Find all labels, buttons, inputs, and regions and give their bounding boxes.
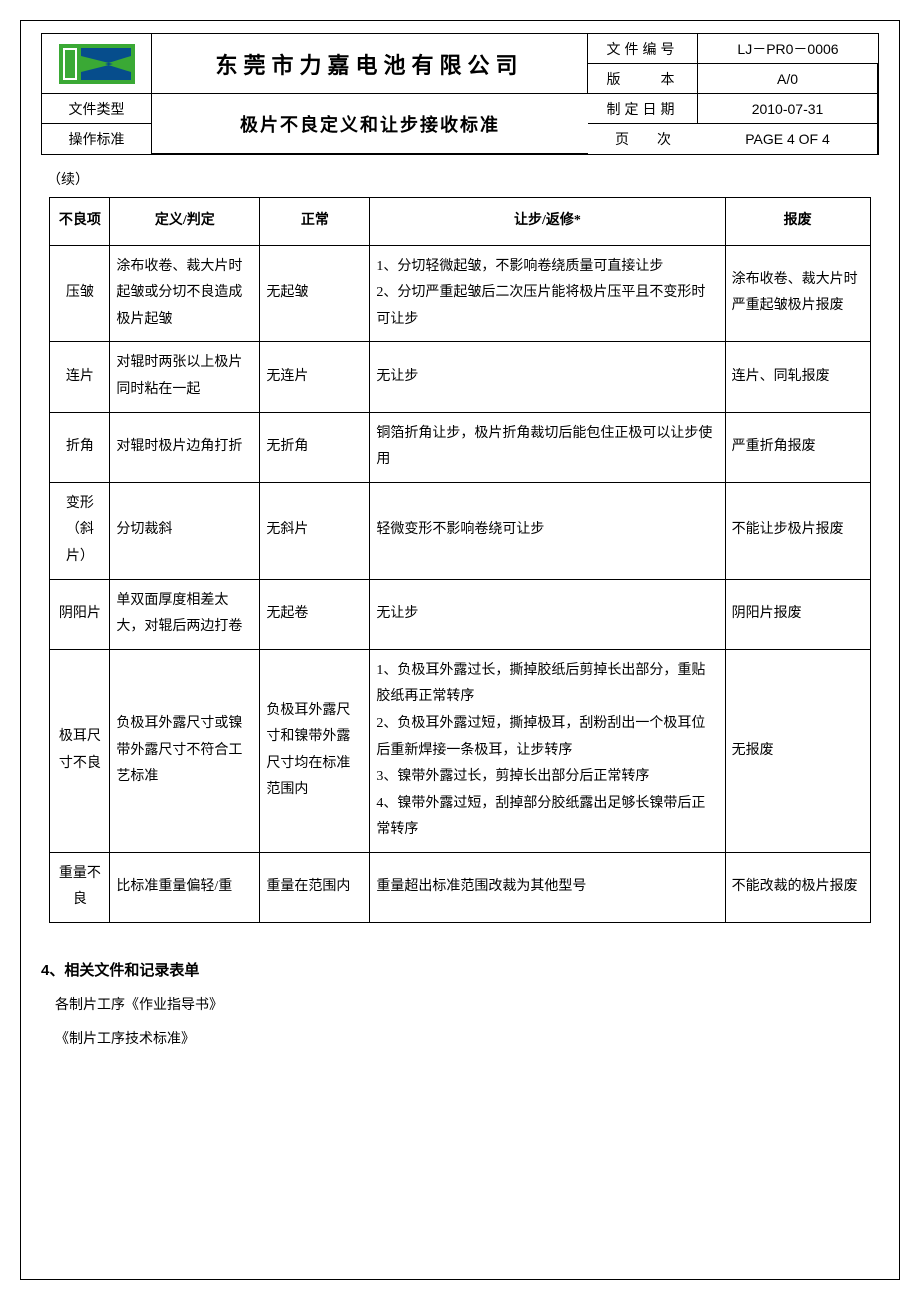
defect-table: 不良项 定义/判定 正常 让步/返修* 报废 压皱涂布收卷、裁大片时起皱或分切不… (49, 197, 870, 923)
doc-subtitle: 极片不良定义和让步接收标准 (152, 94, 588, 154)
cell-item: 阴阳片 (50, 579, 110, 649)
cell-normal: 无斜片 (260, 482, 370, 579)
doc-no-label: 文件编号 (588, 34, 698, 64)
cell-item: 变形 （斜片） (50, 482, 110, 579)
cell-concession: 轻微变形不影响卷绕可让步 (370, 482, 725, 579)
file-type-label: 文件类型 (42, 94, 152, 124)
op-std-label: 操作标准 (42, 124, 152, 154)
cell-scrap: 连片、同轧报废 (725, 342, 870, 412)
doc-header-block: 东莞市力嘉电池有限公司 文件编号 LJ－PR0－0006 版 本 A/0 文件类… (41, 33, 879, 155)
cell-scrap: 无报废 (725, 649, 870, 852)
continued-label: （续） (47, 169, 879, 189)
ref-line-1: 各制片工序《作业指导书》 (55, 994, 879, 1014)
page-label: 页 次 (588, 124, 698, 154)
version-label: 版 本 (588, 64, 698, 94)
doc-no-value: LJ－PR0－0006 (698, 34, 878, 64)
cell-item: 重量不良 (50, 852, 110, 922)
table-row: 变形 （斜片）分切裁斜无斜片轻微变形不影响卷绕可让步不能让步极片报废 (50, 482, 870, 579)
cell-scrap: 不能让步极片报废 (725, 482, 870, 579)
cell-scrap: 阴阳片报废 (725, 579, 870, 649)
cell-def: 对辊时极片边角打折 (110, 412, 260, 482)
table-row: 重量不良比标准重量偏轻/重重量在范围内重量超出标准范围改裁为其他型号不能改裁的极… (50, 852, 870, 922)
date-label: 制定日期 (588, 94, 698, 124)
th-item: 不良项 (50, 198, 110, 246)
cell-def: 涂布收卷、裁大片时起皱或分切不良造成极片起皱 (110, 245, 260, 342)
cell-scrap: 涂布收卷、裁大片时严重起皱极片报废 (725, 245, 870, 342)
th-scrap: 报废 (725, 198, 870, 246)
cell-item: 极耳尺寸不良 (50, 649, 110, 852)
table-row: 压皱涂布收卷、裁大片时起皱或分切不良造成极片起皱无起皱1、分切轻微起皱，不影响卷… (50, 245, 870, 342)
table-row: 极耳尺寸不良负极耳外露尺寸或镍带外露尺寸不符合工艺标准负极耳外露尺寸和镍带外露尺… (50, 649, 870, 852)
cell-scrap: 不能改裁的极片报废 (725, 852, 870, 922)
table-row: 折角对辊时极片边角打折无折角铜箔折角让步，极片折角裁切后能包住正极可以让步使用严… (50, 412, 870, 482)
cell-concession: 重量超出标准范围改裁为其他型号 (370, 852, 725, 922)
cell-concession: 铜箔折角让步，极片折角裁切后能包住正极可以让步使用 (370, 412, 725, 482)
cell-item: 折角 (50, 412, 110, 482)
th-concession: 让步/返修* (370, 198, 725, 246)
company-name: 东莞市力嘉电池有限公司 (152, 34, 588, 94)
ref-line-2: 《制片工序技术标准》 (55, 1028, 879, 1048)
cell-concession: 1、负极耳外露过长，撕掉胶纸后剪掉长出部分，重贴胶纸再正常转序 2、负极耳外露过… (370, 649, 725, 852)
cell-normal: 负极耳外露尺寸和镍带外露尺寸均在标准范围内 (260, 649, 370, 852)
cell-def: 比标准重量偏轻/重 (110, 852, 260, 922)
company-logo-icon (57, 42, 137, 86)
cell-def: 负极耳外露尺寸或镍带外露尺寸不符合工艺标准 (110, 649, 260, 852)
cell-normal: 无折角 (260, 412, 370, 482)
section4-title: 4、相关文件和记录表单 (41, 959, 879, 980)
cell-item: 连片 (50, 342, 110, 412)
date-value: 2010-07-31 (698, 94, 878, 124)
page-value: PAGE 4 OF 4 (698, 124, 878, 154)
cell-def: 对辊时两张以上极片同时粘在一起 (110, 342, 260, 412)
cell-concession: 无让步 (370, 342, 725, 412)
th-normal: 正常 (260, 198, 370, 246)
table-header-row: 不良项 定义/判定 正常 让步/返修* 报废 (50, 198, 870, 246)
th-def: 定义/判定 (110, 198, 260, 246)
defect-table-body: 压皱涂布收卷、裁大片时起皱或分切不良造成极片起皱无起皱1、分切轻微起皱，不影响卷… (50, 245, 870, 922)
cell-scrap: 严重折角报废 (725, 412, 870, 482)
cell-normal: 无起皱 (260, 245, 370, 342)
cell-item: 压皱 (50, 245, 110, 342)
cell-concession: 1、分切轻微起皱，不影响卷绕质量可直接让步 2、分切严重起皱后二次压片能将极片压… (370, 245, 725, 342)
cell-normal: 无连片 (260, 342, 370, 412)
cell-def: 单双面厚度相差太大，对辊后两边打卷 (110, 579, 260, 649)
cell-concession: 无让步 (370, 579, 725, 649)
version-value: A/0 (698, 64, 878, 94)
cell-normal: 重量在范围内 (260, 852, 370, 922)
table-row: 阴阳片单双面厚度相差太大，对辊后两边打卷无起卷无让步阴阳片报废 (50, 579, 870, 649)
cell-normal: 无起卷 (260, 579, 370, 649)
document-page: 东莞市力嘉电池有限公司 文件编号 LJ－PR0－0006 版 本 A/0 文件类… (20, 20, 900, 1280)
table-row: 连片对辊时两张以上极片同时粘在一起无连片无让步连片、同轧报废 (50, 342, 870, 412)
logo-cell (42, 34, 152, 94)
cell-def: 分切裁斜 (110, 482, 260, 579)
